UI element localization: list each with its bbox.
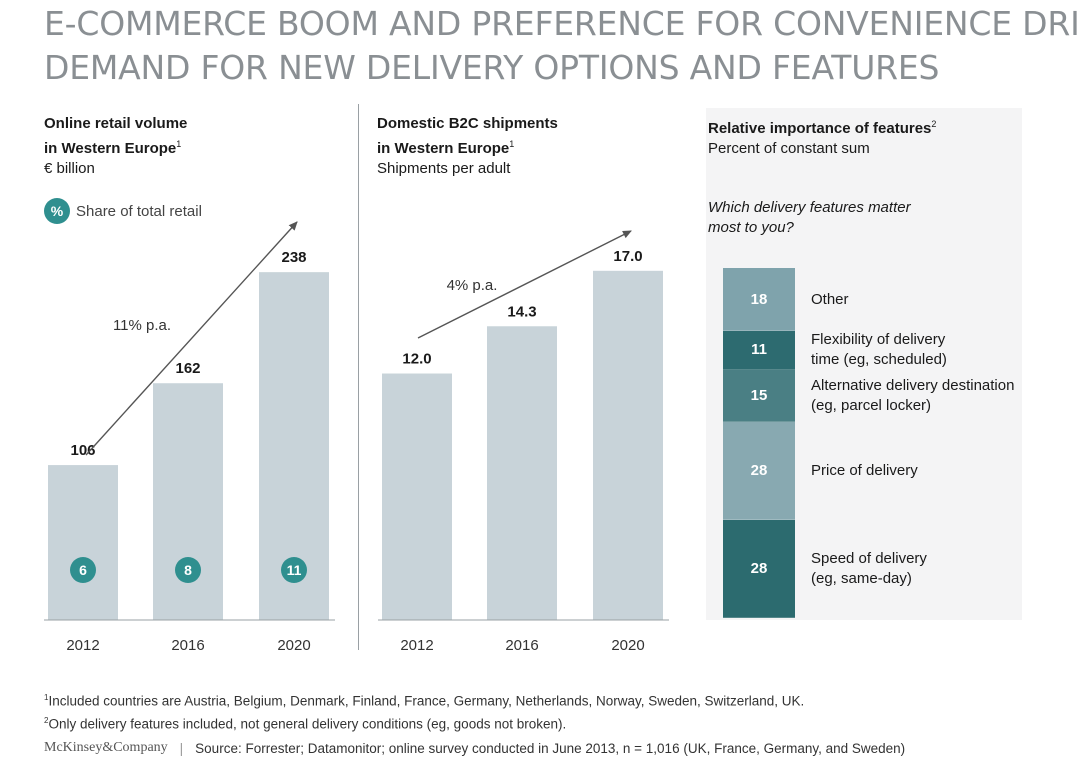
footnotes: 1Included countries are Austria, Belgium… [44,688,804,733]
bar-value-label-2-2016: 14.3 [507,303,536,320]
footer-separator: | [179,740,184,756]
percent-badge-icon: % [44,198,70,224]
footnote-1: 1Included countries are Austria, Belgium… [44,693,805,709]
growth-label-1: 11% p.a. [113,317,171,334]
stack-segment-label-5: Speed of delivery (eg, same-day) [811,550,927,587]
growth-arrow-2 [417,230,632,339]
stack-segment-3: 15 [723,369,795,422]
survey-question: Which delivery features matter most to y… [708,198,911,238]
bar-value-label-2-2012: 12.0 [402,351,431,368]
chart3-unit: Percent of constant sum [708,140,870,157]
chart2-unit: Shipments per adult [377,160,511,177]
share-badge-label-2016: 8 [184,562,192,578]
share-badge-2012 [70,557,96,583]
chart2-title: Domestic B2C shipments in Western Europe… [377,114,558,179]
bar-value-label-1-2020: 238 [281,249,306,266]
stack-segment-5: 28 [723,520,795,618]
legend: % Share of total retail [44,198,202,224]
chart3-title-footnote: 2 [931,119,937,129]
footnote-1-mark: 1 [44,693,49,702]
share-badge-label-2012: 6 [79,562,87,578]
footer: McKinsey&Company | Source: Forrester; Da… [44,740,905,756]
x-tick-label-2-2016: 2016 [505,637,538,654]
bar-2-2012 [382,373,452,620]
bar-value-label-1-2012: 106 [70,442,95,459]
chart2-title-line1: Domestic B2C shipments [377,115,558,132]
stack-segment-label-3: Alternative delivery destination (eg, par… [811,376,1015,414]
bar-2-2016 [487,326,557,620]
stack-segment-label-2: Flexibility of delivery time (eg, schedul… [811,331,947,369]
panel-divider [358,104,359,650]
stack-segment-label-1: Other [811,290,849,308]
chart2-title-line2: in Western Europe [377,140,510,157]
survey-question-line1: Which delivery features matter [708,199,911,216]
stack-segment-1: 18 [723,268,795,331]
bar-value-label-2-2020: 17.0 [613,248,642,265]
x-tick-label-2-2020: 2020 [611,637,644,654]
stack-segment-label-4: Price of delivery [811,462,918,479]
chart1-title-line1: Online retail volume [44,115,188,132]
page-title-line1: E-COMMERCE BOOM AND PREFERENCE FOR CONVE… [44,4,1080,43]
stack-segment-4: 28 [723,422,795,520]
footnote-2-mark: 2 [44,715,49,725]
source-note: Source: Forrester; Datamonitor; online s… [195,740,906,756]
x-tick-label-1-2012: 2012 [66,637,99,654]
chart1-title-footnote: 1 [176,139,182,149]
bar-1-2016 [153,383,223,620]
chart1-title: Online retail volume in Western Europe1 … [44,114,187,179]
page-title-line2: DEMAND FOR NEW DELIVERY OPTIONS AND FEAT… [44,48,940,87]
stack-segment-2: 11 [723,331,795,370]
page-title: E-COMMERCE BOOM AND PREFERENCE FOR CONVE… [44,2,1080,90]
chart3-title-text: Relative importance of features [708,120,932,137]
bar-2-2020 [593,270,663,620]
growth-arrow-1 [85,221,298,456]
survey-question-line2: most to you? [708,219,794,236]
share-badge-label-2020: 11 [287,562,302,578]
x-tick-label-2-2012: 2012 [400,637,433,654]
x-tick-label-1-2020: 2020 [277,637,310,654]
growth-label-2: 4% p.a. [447,277,498,294]
share-badge-2020 [281,557,307,583]
chart1-title-line2: in Western Europe [44,140,177,157]
footnote-2: 2Only delivery features included, not ge… [44,715,567,732]
share-badge-2016 [175,557,201,583]
chart1-unit: € billion [44,160,95,177]
chart3-title: Relative importance of features2 Percent… [708,114,936,159]
chart2-title-footnote: 1 [509,139,515,149]
x-tick-label-1-2016: 2016 [171,637,204,654]
bar-value-label-1-2016: 162 [175,360,200,377]
feature-stacked-bar: 18 11 15 28 28 [723,268,795,618]
legend-label: Share of total retail [76,202,202,220]
brand-logo: McKinsey&Company [44,740,168,755]
bar-1-2012 [48,465,118,620]
